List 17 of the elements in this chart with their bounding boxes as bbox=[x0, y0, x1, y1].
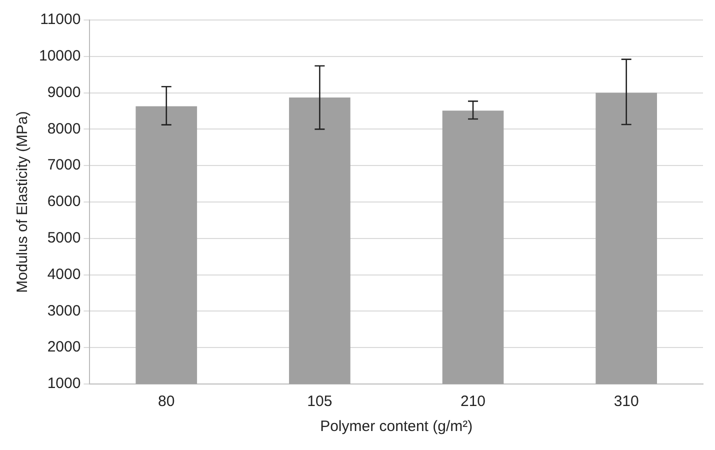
x-tick-label: 210 bbox=[460, 393, 486, 410]
y-axis-title: Modulus of Elasticity (MPa) bbox=[14, 111, 32, 293]
x-tick-label: 105 bbox=[307, 393, 332, 410]
y-tick-label: 9000 bbox=[47, 84, 81, 101]
x-axis-title: Polymer content (g/m²) bbox=[320, 418, 473, 436]
y-tick-label: 3000 bbox=[47, 302, 81, 320]
y-tick-label: 1000 bbox=[47, 375, 81, 392]
x-tick-label: 310 bbox=[614, 393, 639, 410]
y-tick-label: 8000 bbox=[47, 120, 81, 138]
y-tick-label: 5000 bbox=[47, 230, 81, 247]
y-tick-label: 6000 bbox=[47, 193, 81, 210]
y-tick-label: 10000 bbox=[38, 48, 81, 65]
x-tick-label: 80 bbox=[158, 393, 175, 410]
y-tick-label: 11000 bbox=[40, 11, 81, 28]
y-tick-label: 4000 bbox=[47, 266, 81, 283]
y-tick-label: 2000 bbox=[47, 338, 81, 356]
y-tick-label: 7000 bbox=[47, 156, 81, 174]
